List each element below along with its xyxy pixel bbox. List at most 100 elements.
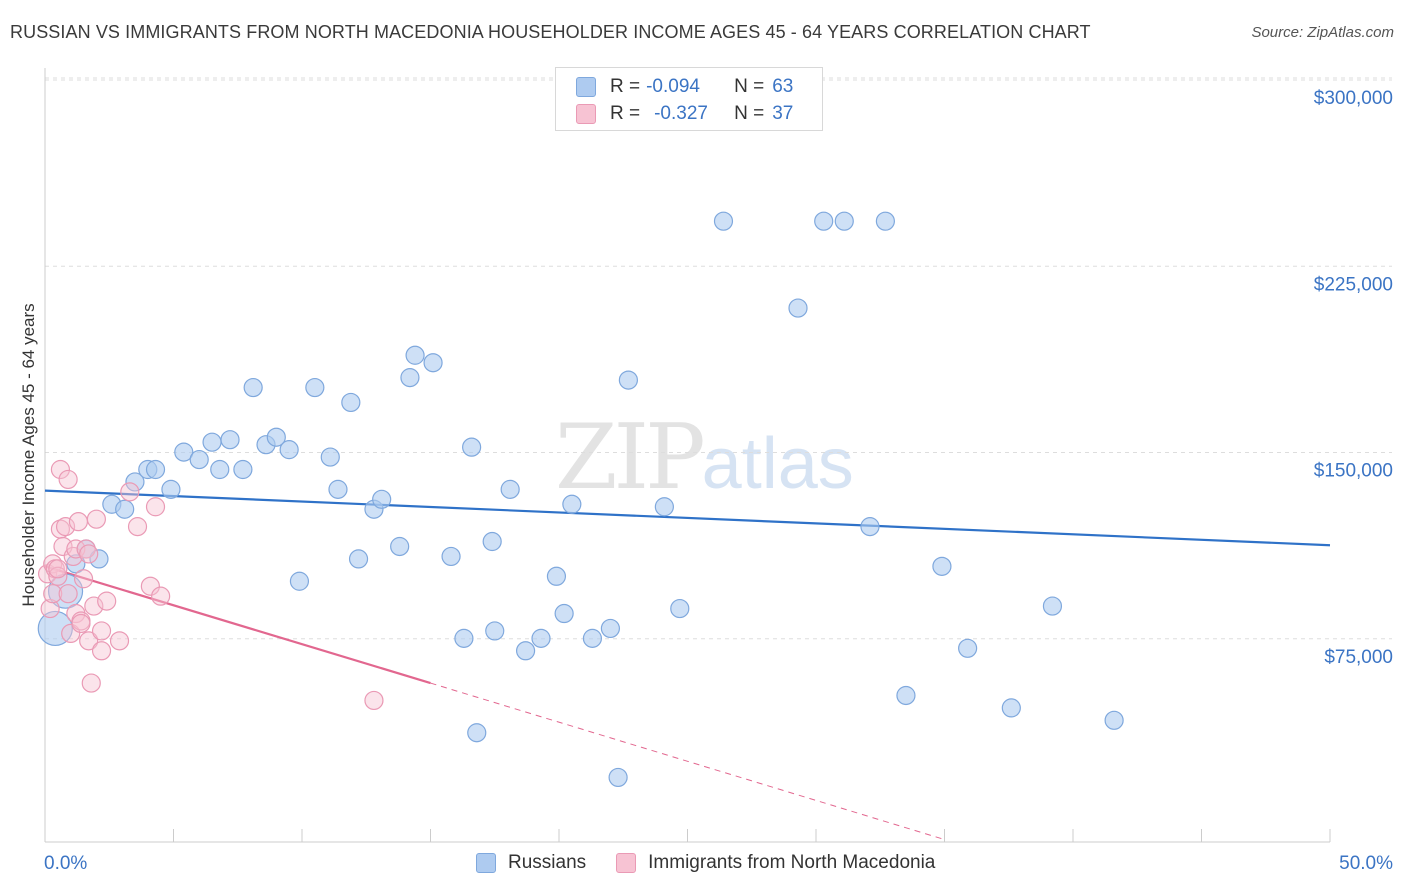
russians-point bbox=[546, 566, 567, 586]
russians-point bbox=[220, 430, 240, 450]
russians-point bbox=[441, 546, 461, 567]
russians-point bbox=[348, 549, 369, 569]
russians-point bbox=[932, 556, 952, 576]
chart-title: RUSSIAN VS IMMIGRANTS FROM NORTH MACEDON… bbox=[10, 22, 1091, 42]
russians-point bbox=[1001, 698, 1021, 718]
russians-point bbox=[37, 610, 73, 647]
macedonia-point bbox=[364, 690, 384, 711]
russians-point bbox=[174, 442, 194, 462]
russians-point bbox=[554, 603, 574, 624]
russians-point bbox=[405, 345, 425, 365]
macedonia-swatch bbox=[576, 104, 596, 124]
y-axis-title: Householder Income Ages 45 - 64 years bbox=[19, 303, 38, 606]
russians-point bbox=[115, 499, 135, 519]
r-value: -0.094 bbox=[646, 76, 700, 97]
macedonia-point bbox=[76, 539, 96, 559]
legend-row-macedonia: R = -0.327 N = 37 bbox=[576, 102, 793, 126]
macedonia-point bbox=[109, 631, 130, 651]
russians-point bbox=[89, 549, 109, 569]
macedonia-point bbox=[43, 584, 63, 604]
russians-point bbox=[485, 621, 505, 641]
macedonia-point bbox=[79, 631, 99, 651]
russians-point bbox=[400, 368, 420, 388]
russians-point bbox=[670, 598, 690, 619]
watermark-atlas: atlas bbox=[701, 424, 854, 504]
russians-point bbox=[608, 767, 628, 788]
macedonia-point bbox=[48, 566, 68, 586]
macedonia-point bbox=[48, 559, 68, 579]
macedonia-point bbox=[58, 469, 78, 490]
macedonia-swatch bbox=[616, 853, 637, 873]
source-label: Source: ZipAtlas.com bbox=[1251, 24, 1394, 41]
macedonia-trendline bbox=[44, 565, 431, 685]
russians-point bbox=[233, 459, 253, 480]
russians-point bbox=[600, 618, 621, 639]
russians-point bbox=[279, 440, 299, 460]
y-tick-label: $75,000 bbox=[1324, 647, 1393, 668]
macedonia-point bbox=[97, 591, 117, 611]
russians-point bbox=[189, 449, 209, 470]
russians-point bbox=[266, 427, 286, 447]
russians-point bbox=[654, 497, 674, 517]
macedonia-point bbox=[145, 497, 166, 517]
macedonia-trendline-extension bbox=[430, 682, 945, 840]
russians-point bbox=[423, 353, 443, 373]
russians-point bbox=[515, 641, 536, 661]
series-legend: Russians Immigrants from North Macedonia bbox=[476, 852, 965, 874]
russians-point bbox=[462, 437, 482, 457]
macedonia-point bbox=[68, 512, 89, 532]
russians-point bbox=[958, 638, 978, 658]
russians-swatch bbox=[576, 77, 596, 97]
legend-label-macedonia: Immigrants from North Macedonia bbox=[648, 852, 936, 873]
n-value: 37 bbox=[772, 103, 794, 124]
russians-trendline bbox=[44, 489, 1331, 547]
n-value: 63 bbox=[772, 76, 794, 97]
macedonia-point bbox=[66, 539, 86, 559]
x-tick-label: 0.0% bbox=[44, 853, 87, 874]
macedonia-point bbox=[79, 544, 99, 564]
russians-point bbox=[482, 531, 502, 552]
macedonia-point bbox=[84, 596, 104, 616]
macedonia-point bbox=[91, 621, 112, 641]
russians-point bbox=[467, 723, 487, 743]
macedonia-point bbox=[86, 509, 107, 529]
russians-point bbox=[500, 479, 520, 499]
russians-point bbox=[305, 377, 325, 398]
russians-point bbox=[582, 628, 603, 648]
russians-point bbox=[896, 685, 916, 706]
russians-point bbox=[320, 447, 340, 467]
russians-point bbox=[145, 459, 166, 480]
macedonia-point bbox=[61, 623, 81, 644]
russians-point bbox=[210, 459, 230, 480]
legend-row-russians: R = -0.094 N = 63 bbox=[576, 75, 793, 99]
russians-point bbox=[814, 211, 834, 231]
legend-label-russians: Russians bbox=[508, 852, 587, 873]
russians-point bbox=[562, 494, 582, 514]
labels-layer: $75,000 $150,000 $225,000 $300,000 0.0% 50.0%… bbox=[19, 88, 1393, 874]
russians-point bbox=[341, 392, 361, 413]
macedonia-point bbox=[140, 576, 160, 596]
x-tick-label: 50.0% bbox=[1339, 853, 1393, 874]
russians-point bbox=[328, 479, 348, 499]
y-tick-label: $300,000 bbox=[1314, 88, 1393, 109]
watermark: ZIPatlas bbox=[555, 405, 854, 510]
russians-point bbox=[1104, 710, 1124, 730]
russians-point bbox=[390, 536, 410, 557]
y-tick-label: $225,000 bbox=[1314, 274, 1393, 295]
n-label: N = bbox=[734, 103, 765, 124]
russians-point bbox=[713, 211, 734, 231]
russians-point bbox=[618, 370, 638, 390]
russians-point bbox=[202, 432, 222, 452]
n-label: N = bbox=[734, 76, 765, 97]
russians-point bbox=[161, 479, 181, 499]
macedonia-point bbox=[151, 586, 171, 606]
macedonia-point bbox=[71, 613, 91, 634]
grid-layer bbox=[45, 77, 1392, 640]
macedonia-point bbox=[91, 641, 112, 661]
r-label: R = bbox=[610, 103, 641, 124]
macedonia-point bbox=[55, 517, 76, 537]
macedonia-point bbox=[50, 459, 71, 480]
legend-item-russians: Russians bbox=[476, 852, 586, 874]
russians-point bbox=[454, 628, 474, 648]
